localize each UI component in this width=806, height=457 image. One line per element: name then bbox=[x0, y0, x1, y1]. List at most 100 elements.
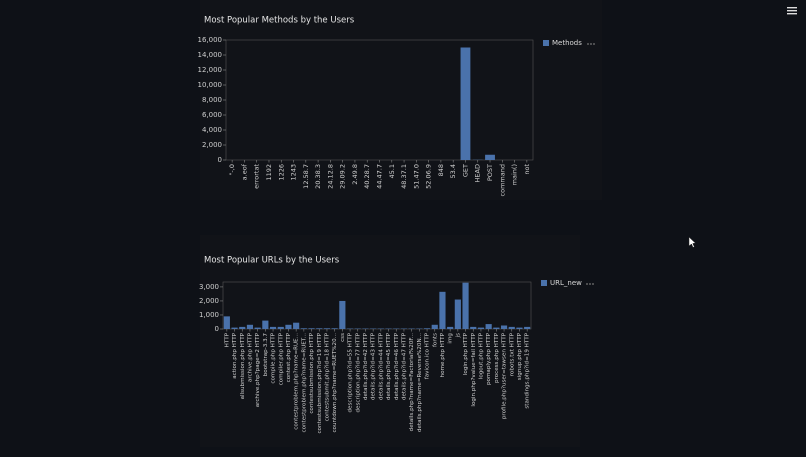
x-tick-label: description.php?id=55 HTTP bbox=[348, 332, 354, 412]
x-tick-label: 24.12.8 bbox=[326, 164, 334, 189]
legend-swatch bbox=[543, 40, 549, 46]
bar bbox=[254, 327, 261, 329]
bar bbox=[285, 324, 292, 329]
x-tick-label: contestsubmission.php HTTP bbox=[309, 332, 315, 413]
legend-label: URL_new bbox=[550, 279, 582, 287]
bar bbox=[423, 328, 431, 329]
x-tick-label: 29.09.2 bbox=[339, 164, 347, 189]
x-tick-label: details.php?id=43 HTTP bbox=[371, 332, 377, 400]
y-tick-label: 12,000 bbox=[198, 66, 223, 74]
x-tick-label: login.php HTTP bbox=[463, 332, 469, 375]
bar bbox=[460, 47, 471, 160]
x-tick-label: contest.php HTTP bbox=[286, 332, 292, 382]
x-tick-label: archive.php?page=2 HTTP bbox=[255, 332, 261, 407]
bar bbox=[439, 291, 446, 329]
bar bbox=[462, 282, 469, 329]
x-tick-label: css bbox=[340, 333, 346, 342]
chart-title: Most Popular Methods by the Users bbox=[204, 16, 355, 26]
x-tick-label: details.php?id=47 HTTP bbox=[401, 332, 407, 400]
y-tick-label: 14,000 bbox=[198, 51, 223, 59]
x-tick-label: details.php?id=45 HTTP bbox=[386, 332, 392, 400]
x-tick-label: 52.06.9 bbox=[425, 164, 433, 189]
x-tick-label: bootstrap-3.3.7 bbox=[263, 333, 269, 377]
x-tick-label: 53.4 bbox=[449, 164, 457, 178]
menu-bar bbox=[787, 10, 797, 12]
bar bbox=[516, 327, 523, 329]
menu-icon[interactable] bbox=[787, 7, 797, 15]
chart-menu[interactable] bbox=[586, 283, 594, 285]
x-tick-label: 44.47.7 bbox=[376, 164, 384, 189]
x-tick-label: contestproblem.php?name=RUET... bbox=[301, 333, 307, 433]
y-tick-label: 4,000 bbox=[202, 126, 222, 134]
x-tick-label: pomaply.php HTTP bbox=[486, 332, 492, 385]
x-tick-label: 2.49.8 bbox=[351, 164, 359, 185]
bar bbox=[477, 327, 485, 329]
menu-bar bbox=[787, 7, 797, 9]
bar bbox=[308, 328, 315, 329]
y-tick-label: 10,000 bbox=[198, 81, 223, 89]
y-tick-label: 2,000 bbox=[202, 141, 222, 149]
x-tick-label: allsubmission.php HTTP bbox=[240, 332, 246, 399]
bar bbox=[231, 327, 238, 329]
x-tick-label: countdown.php?name=RUET%20... bbox=[332, 333, 338, 433]
x-tick-label: logout.php HTTP bbox=[478, 332, 484, 379]
x-tick-label: details.php?id=46 HTTP bbox=[394, 332, 400, 400]
bar bbox=[316, 328, 323, 329]
x-tick-label: 848 bbox=[437, 164, 445, 176]
x-tick-label: login.php?value=fail HTTP bbox=[471, 332, 477, 406]
y-tick-label: 1,000 bbox=[199, 311, 219, 319]
y-tick-label: 0 bbox=[218, 156, 222, 164]
x-tick-label: home.php HTTP bbox=[440, 332, 446, 377]
x-tick-label: not bbox=[523, 164, 531, 175]
x-tick-label: main() bbox=[511, 164, 519, 185]
x-tick-label: 1243 bbox=[290, 164, 298, 181]
x-tick-label: compiler.php HTTP bbox=[278, 332, 284, 385]
x-tick-label: js bbox=[455, 333, 461, 339]
y-tick-label: 16,000 bbox=[198, 36, 223, 44]
bar bbox=[293, 322, 300, 329]
x-tick-label: 1192 bbox=[265, 164, 273, 181]
chart-title: Most Popular URLs by the Users bbox=[204, 256, 340, 266]
bar bbox=[323, 328, 331, 329]
bar bbox=[239, 326, 246, 329]
chart-panel bbox=[200, 0, 602, 200]
x-tick-label: favicon.ico HTTP bbox=[425, 332, 431, 379]
x-tick-label: compile.php HTTP bbox=[271, 332, 277, 383]
x-tick-label: 1226 bbox=[277, 164, 285, 181]
chart-menu[interactable] bbox=[587, 43, 595, 45]
bar bbox=[470, 326, 477, 329]
x-tick-label: command bbox=[498, 164, 506, 196]
x-tick-label: 48.37.1 bbox=[400, 164, 408, 189]
bar bbox=[269, 326, 277, 329]
x-tick-label: archive.php HTTP bbox=[247, 332, 253, 382]
x-tick-label: 45.1 bbox=[388, 164, 396, 178]
x-tick-label: contestproblem.php?name=RUE... bbox=[294, 333, 300, 430]
bar bbox=[223, 316, 230, 329]
y-tick-label: 0 bbox=[215, 325, 219, 333]
menu-bar bbox=[787, 13, 797, 15]
x-tick-label: GET bbox=[461, 164, 469, 177]
y-tick-label: 2,000 bbox=[199, 297, 219, 305]
x-tick-label: POST bbox=[486, 164, 494, 181]
legend-swatch bbox=[541, 280, 547, 286]
bar bbox=[447, 326, 454, 329]
x-tick-label: errortat bbox=[253, 164, 261, 189]
x-tick-label: HEAD bbox=[474, 164, 482, 182]
x-tick-label: robots.txt HTTP bbox=[509, 332, 515, 376]
bar bbox=[508, 326, 515, 329]
bar bbox=[485, 324, 492, 329]
bar bbox=[262, 320, 269, 329]
cursor bbox=[688, 236, 697, 248]
bar bbox=[300, 328, 307, 329]
x-tick-label: img bbox=[448, 333, 454, 344]
chart-panel bbox=[200, 235, 580, 447]
x-tick-label: process.php HTTP bbox=[494, 332, 500, 383]
x-tick-label: details.php?name=Reverse%20N... bbox=[417, 333, 423, 432]
bar bbox=[246, 324, 254, 329]
bar bbox=[277, 326, 284, 329]
y-tick-label: 3,000 bbox=[199, 283, 219, 291]
x-tick-label: signup.php HTTP bbox=[517, 332, 523, 380]
y-tick-label: 6,000 bbox=[202, 111, 222, 119]
x-tick-label: HTTP bbox=[224, 332, 230, 347]
